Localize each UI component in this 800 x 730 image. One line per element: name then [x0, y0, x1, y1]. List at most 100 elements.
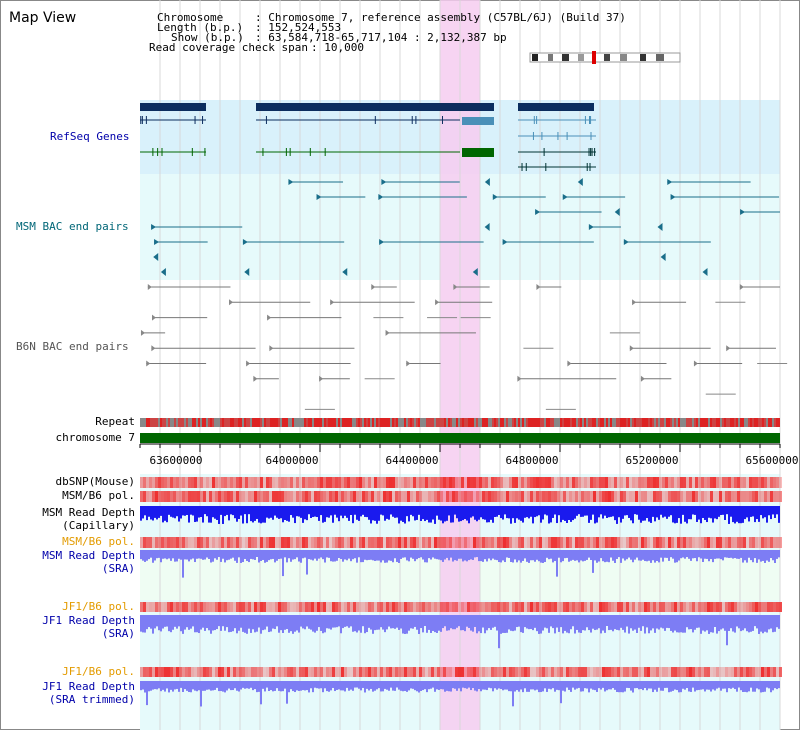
- msm-capillary-depth-bar: [168, 506, 170, 515]
- repeat-segment: [586, 418, 588, 427]
- jf1-pol-heat-cell: [626, 602, 629, 612]
- jf1-sra-depth-bar: [658, 615, 660, 630]
- msm-capillary-depth-bar: [376, 506, 378, 524]
- track-label-msm-bac[interactable]: MSM BAC end pairs: [16, 220, 129, 233]
- msm-capillary-depth-bar: [410, 506, 412, 515]
- jf1-trimmed-depth-bar: [150, 681, 152, 691]
- jf1-pol-heat-cell: [524, 602, 527, 612]
- jf1-sra-depth-bar: [634, 615, 636, 630]
- track-label-refseq-genes[interactable]: RefSeq Genes: [50, 130, 130, 143]
- dbsnp-heat-cell: [263, 477, 266, 488]
- repeat-segment: [690, 418, 692, 427]
- jf1-pol-heat-cell: [671, 602, 674, 612]
- jf1-pol-heat-cell: [689, 667, 692, 677]
- msm-sra-depth-bar: [550, 550, 552, 559]
- msm-capillary-depth-bar: [744, 506, 746, 520]
- dbsnp-heat-cell: [479, 477, 482, 488]
- dbsnp-heat-cell: [632, 477, 635, 488]
- jf1-trimmed-depth-bar: [726, 681, 728, 693]
- jf1-pol-heat-cell: [674, 602, 677, 612]
- jf1-pol-heat-cell: [671, 667, 674, 677]
- jf1-pol-heat-cell: [377, 667, 380, 677]
- msm-capillary-depth-bar: [666, 506, 668, 519]
- msm-capillary-depth-bar: [358, 506, 360, 521]
- jf1-pol-heat-cell: [359, 602, 362, 612]
- msm-pol-heat-cell: [341, 491, 344, 502]
- msm-pol-heat-cell: [623, 537, 626, 548]
- track-label-b6n-bac[interactable]: B6N BAC end pairs: [16, 340, 129, 353]
- jf1-trimmed-depth-bar: [154, 681, 156, 690]
- jf1-pol-heat-cell: [242, 602, 245, 612]
- jf1-pol-heat-cell: [233, 667, 236, 677]
- repeat-segment: [340, 418, 342, 427]
- msm-sra-depth-bar: [532, 550, 534, 561]
- msm-pol-heat-cell: [521, 537, 524, 548]
- msm-capillary-depth-bar: [214, 506, 216, 519]
- jf1-pol-heat-cell: [536, 602, 539, 612]
- jf1-pol-heat-cell: [461, 667, 464, 677]
- jf1-sra-depth-bar: [314, 615, 316, 633]
- jf1-pol-heat-cell: [407, 602, 410, 612]
- jf1-pol-heat-cell: [575, 667, 578, 677]
- jf1-pol-heat-cell: [740, 667, 743, 677]
- msm-capillary-depth-bar: [452, 506, 454, 523]
- repeat-segment: [536, 418, 538, 427]
- msm-pol-heat-cell: [326, 491, 329, 502]
- jf1-sra-depth-bar: [442, 615, 444, 629]
- repeat-segment: [194, 418, 196, 427]
- jf1-trimmed-depth-bar: [382, 681, 384, 692]
- msm-sra-depth-bar: [504, 550, 506, 563]
- jf1-trimmed-depth-bar: [356, 681, 358, 688]
- msm-pol-heat-cell: [176, 491, 179, 502]
- bac-end-marker: [379, 239, 385, 245]
- repeat-segment: [414, 418, 416, 427]
- msm-pol-heat-cell: [332, 537, 335, 548]
- bac-end-marker: [614, 208, 620, 216]
- jf1-trimmed-depth-bar: [582, 681, 584, 692]
- jf1-pol-heat-cell: [572, 667, 575, 677]
- msm-pol-heat-cell: [350, 537, 353, 548]
- msm-sra-depth-bar: [386, 550, 388, 563]
- jf1-pol-heat-cell: [224, 602, 227, 612]
- msm-pol-heat-cell: [518, 491, 521, 502]
- msm-sra-depth-bar: [478, 550, 480, 562]
- jf1-pol-heat-cell: [389, 602, 392, 612]
- jf1-sra-depth-bar: [520, 615, 522, 633]
- jf1-sra-depth-bar: [682, 615, 684, 633]
- msm-sra-depth-bar: [740, 550, 742, 558]
- msm-capillary-depth-bar: [554, 506, 556, 515]
- repeat-segment: [560, 418, 562, 427]
- jf1-pol-heat-cell: [728, 667, 731, 677]
- jf1-pol-heat-cell: [257, 667, 260, 677]
- msm-sra-depth-bar: [366, 550, 368, 561]
- msm-pol-heat-cell: [587, 491, 590, 502]
- jf1-trimmed-depth-bar: [640, 681, 642, 689]
- jf1-trimmed-depth-bar: [152, 681, 154, 690]
- jf1-trimmed-depth-bar: [604, 681, 606, 692]
- ideogram-band: [656, 54, 664, 61]
- msm-pol-heat-cell: [167, 537, 170, 548]
- msm-sra-depth-bar: [586, 550, 588, 560]
- msm-pol-heat-cell: [767, 491, 770, 502]
- jf1-sra-depth-bar: [296, 615, 298, 631]
- msm-capillary-depth-bar: [464, 506, 466, 520]
- jf1-trimmed-depth-bar: [210, 681, 212, 691]
- jf1-trimmed-depth-bar: [774, 681, 776, 689]
- msm-capillary-depth-bar: [600, 506, 602, 515]
- msm-sra-depth-bar: [498, 550, 500, 563]
- jf1-pol-heat-cell: [557, 602, 560, 612]
- jf1-pol-heat-cell: [626, 667, 629, 677]
- jf1-pol-heat-cell: [167, 667, 170, 677]
- msm-capillary-depth-bar: [196, 506, 198, 522]
- repeat-segment: [480, 418, 482, 427]
- jf1-pol-heat-cell: [182, 602, 185, 612]
- jf1-pol-heat-cell: [221, 602, 224, 612]
- jf1-pol-heat-cell: [692, 602, 695, 612]
- dbsnp-heat-cell: [209, 477, 212, 488]
- msm-pol-heat-cell: [179, 537, 182, 548]
- msm-capillary-depth-bar: [626, 506, 628, 516]
- msm-sra-depth-bar: [444, 550, 446, 560]
- jf1-sra-depth-bar: [366, 615, 368, 633]
- jf1-pol-heat-cell: [728, 602, 731, 612]
